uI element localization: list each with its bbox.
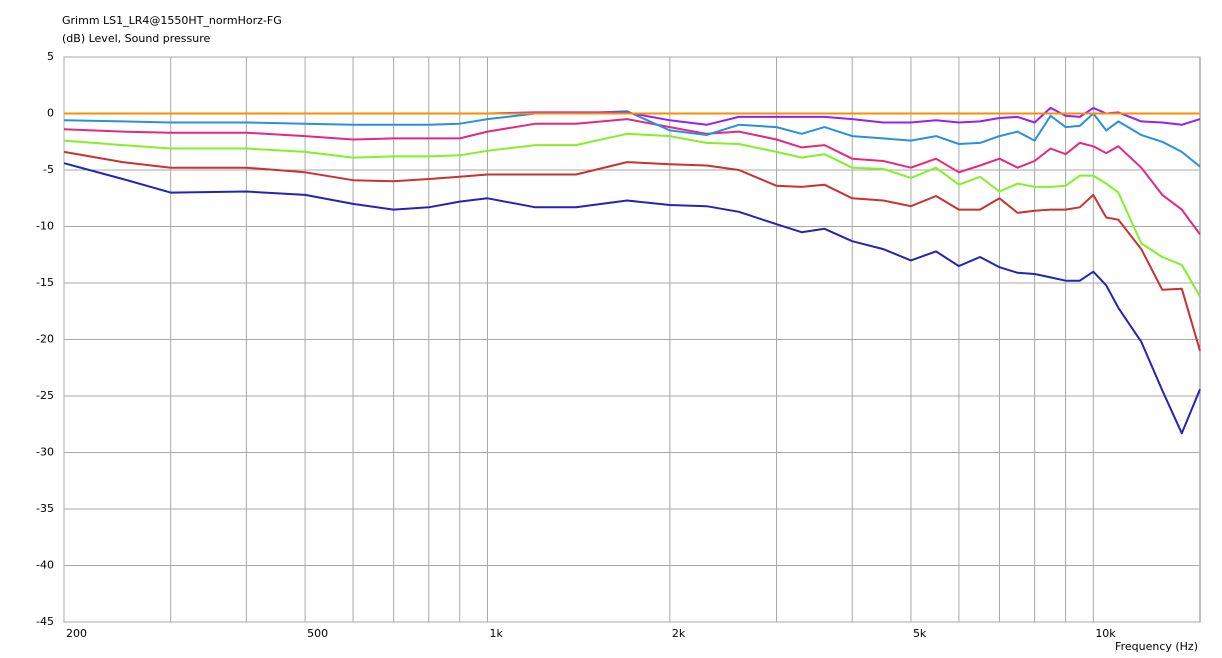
- y-tick-label: -35: [36, 502, 54, 515]
- x-tick-label: 500: [307, 627, 328, 640]
- x-tick-label: 1k: [489, 627, 503, 640]
- series-line: [63, 110, 1201, 168]
- series-line: [63, 118, 1201, 235]
- series-line: [63, 150, 1201, 352]
- x-tick-label: 10k: [1095, 627, 1116, 640]
- y-tick-label: -30: [36, 446, 54, 459]
- y-tick-label: -45: [36, 615, 54, 628]
- x-tick-label: 200: [66, 627, 87, 640]
- y-tick-label: -20: [36, 333, 54, 346]
- y-tick-label: -5: [43, 163, 54, 176]
- y-axis-label: (dB) Level, Sound pressure: [62, 32, 211, 45]
- x-axis-label: Frequency (Hz): [1115, 640, 1198, 653]
- y-tick-label: -40: [36, 559, 54, 572]
- x-tick-label: 2k: [672, 627, 686, 640]
- series-line: [63, 132, 1201, 298]
- chart-title: Grimm LS1_LR4@1550HT_normHorz-FG: [62, 14, 282, 27]
- y-tick-label: -15: [36, 276, 54, 289]
- y-tick-label: 0: [47, 107, 54, 120]
- series-line: [63, 162, 1201, 435]
- y-tick-label: -25: [36, 389, 54, 402]
- y-tick-label: 5: [47, 50, 54, 63]
- x-tick-label: 5k: [913, 627, 927, 640]
- y-tick-label: -10: [36, 220, 54, 233]
